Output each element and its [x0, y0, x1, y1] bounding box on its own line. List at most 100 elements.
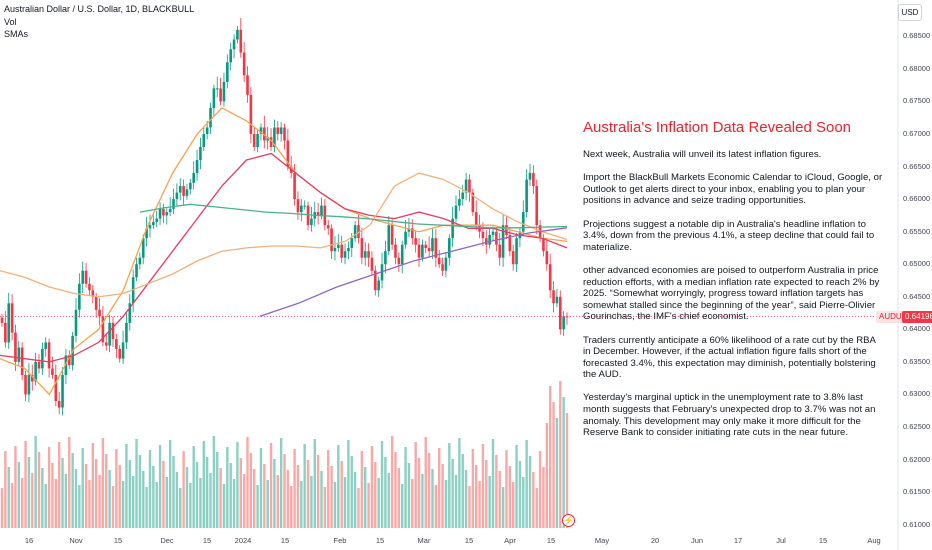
volume-bar — [175, 472, 179, 528]
lightning-icon[interactable]: ⚡ — [562, 514, 575, 527]
article-paragraph: other advanced economies are poised to o… — [583, 264, 880, 323]
candle-body — [521, 212, 525, 232]
candle-body — [212, 88, 216, 108]
time-tick-label: 15 — [818, 536, 828, 545]
candle-body — [562, 316, 565, 330]
candle-body — [427, 247, 431, 252]
candle-body — [37, 361, 41, 369]
candle-body — [276, 127, 280, 134]
volume-bar — [216, 452, 219, 528]
candle-body — [101, 316, 105, 343]
candle-body — [121, 342, 125, 359]
volume-bar — [51, 463, 54, 528]
volume-bar — [246, 437, 249, 528]
candle-body — [215, 88, 219, 90]
volume-bar — [98, 475, 101, 528]
volume-bar — [37, 452, 41, 528]
volume-bar — [182, 451, 185, 528]
sma-indicator-label[interactable]: SMAs — [4, 29, 29, 39]
volume-bar — [515, 445, 518, 528]
candle-body — [360, 238, 364, 258]
volume-bar — [552, 402, 555, 528]
candle-body — [57, 401, 61, 408]
volume-bar — [135, 439, 138, 528]
candle-body — [14, 332, 17, 362]
candle-body — [202, 133, 206, 147]
time-tick-label: 15 — [113, 536, 123, 545]
candle-body — [474, 212, 478, 226]
volume-bar — [404, 447, 407, 528]
volume-bar — [458, 438, 461, 528]
candle-body — [30, 374, 34, 382]
symbol-title[interactable]: Australian Dollar / U.S. Dollar, 1D, BLA… — [4, 4, 195, 14]
candle-body — [488, 234, 491, 245]
candle-body — [185, 189, 189, 196]
article-paragraph: Yesterday's marginal uptick in the unemp… — [583, 392, 876, 439]
volume-bar — [525, 440, 528, 528]
candle-body — [108, 322, 111, 346]
volume-bar — [387, 473, 390, 528]
candle-body — [279, 127, 283, 134]
candle-body — [94, 296, 98, 310]
candle-body — [437, 257, 441, 265]
volume-bar — [488, 476, 491, 528]
volume-bar — [300, 481, 303, 528]
candle-body — [54, 374, 58, 401]
candle-body — [394, 244, 397, 258]
candle-body — [172, 199, 175, 209]
time-tick-label: Mar — [417, 536, 431, 545]
volume-bar — [286, 470, 290, 528]
volume-bar — [468, 486, 471, 528]
volume-bar — [417, 458, 421, 528]
candle-body — [145, 228, 148, 239]
article-paragraph: Next week, Australia will unveil its lat… — [583, 149, 822, 160]
candle-body — [286, 140, 290, 167]
volume-bar — [377, 478, 380, 528]
candle-body — [189, 182, 192, 190]
candle-body — [545, 251, 549, 265]
candle-body — [4, 322, 7, 343]
candle-body — [24, 374, 27, 395]
volume-bar — [330, 466, 333, 528]
volume-bar — [481, 444, 485, 528]
volume-indicator-label[interactable]: Vol — [4, 17, 17, 27]
volume-bar — [10, 483, 14, 528]
volume-bar — [535, 488, 538, 528]
volume-bar — [128, 460, 131, 528]
candle-body — [141, 238, 145, 258]
volume-bar — [44, 484, 47, 528]
volume-bar — [68, 437, 71, 528]
candle-body — [78, 283, 81, 310]
candle-body — [61, 374, 64, 408]
candle-body — [508, 234, 512, 252]
volume-bar — [78, 485, 81, 528]
volume-bar — [290, 486, 293, 528]
volume-bar — [532, 472, 535, 528]
candle-body — [229, 49, 232, 63]
candle-body — [343, 251, 347, 258]
volume-bar — [559, 381, 562, 528]
volume-bar — [501, 487, 505, 528]
volume-bar — [226, 447, 229, 528]
volume-bar — [337, 445, 340, 528]
currency-button[interactable]: USD — [898, 4, 922, 21]
candle-body — [367, 251, 370, 258]
candle-body — [434, 238, 438, 258]
volume-bar — [236, 442, 239, 528]
candle-body — [303, 205, 306, 207]
candle-body — [182, 186, 185, 196]
volume-bar — [478, 481, 481, 528]
candle-body — [84, 270, 88, 284]
volume-bar — [0, 488, 4, 528]
candle-body — [397, 257, 401, 265]
volume-bar — [347, 440, 350, 528]
candle-body — [431, 238, 434, 252]
volume-bar — [249, 453, 253, 528]
candle-body — [155, 218, 159, 222]
candle-body — [558, 296, 562, 330]
volume-bar — [101, 438, 105, 528]
price-tick-label: 0.64000 — [903, 324, 931, 334]
volume-bar — [94, 459, 98, 528]
volume-bar — [323, 487, 327, 528]
